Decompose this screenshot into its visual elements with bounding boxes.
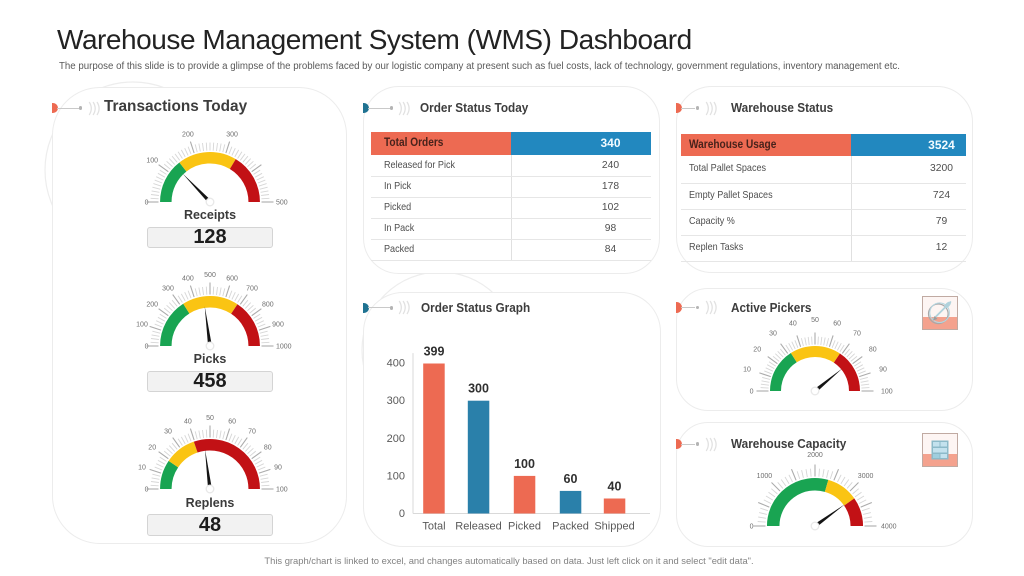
svg-text:60: 60 bbox=[228, 418, 236, 425]
svg-text:300: 300 bbox=[468, 382, 489, 396]
svg-text:100: 100 bbox=[136, 321, 148, 328]
svg-text:40: 40 bbox=[789, 320, 797, 327]
svg-text:4000: 4000 bbox=[881, 523, 897, 530]
svg-text:10: 10 bbox=[138, 464, 146, 471]
svg-text:1000: 1000 bbox=[757, 472, 773, 479]
svg-text:800: 800 bbox=[262, 301, 274, 308]
svg-text:Released: Released bbox=[455, 521, 501, 533]
svg-text:400: 400 bbox=[387, 358, 405, 370]
svg-text:100: 100 bbox=[276, 486, 288, 493]
svg-text:3000: 3000 bbox=[858, 472, 874, 479]
svg-text:10: 10 bbox=[743, 366, 751, 373]
svg-text:40: 40 bbox=[608, 480, 622, 494]
svg-text:500: 500 bbox=[276, 199, 288, 206]
svg-text:60: 60 bbox=[833, 320, 841, 327]
svg-text:200: 200 bbox=[387, 433, 405, 445]
svg-text:0: 0 bbox=[399, 508, 405, 520]
svg-text:80: 80 bbox=[264, 444, 272, 451]
svg-text:0: 0 bbox=[750, 388, 754, 395]
svg-text:60: 60 bbox=[564, 472, 578, 486]
svg-text:0: 0 bbox=[750, 523, 754, 530]
svg-text:100: 100 bbox=[146, 157, 158, 164]
svg-text:Shipped: Shipped bbox=[594, 521, 634, 533]
svg-text:500: 500 bbox=[204, 272, 216, 279]
svg-text:0: 0 bbox=[145, 199, 149, 206]
svg-text:100: 100 bbox=[881, 388, 893, 395]
svg-text:400: 400 bbox=[182, 275, 194, 282]
svg-text:50: 50 bbox=[811, 317, 819, 324]
svg-text:Packed: Packed bbox=[552, 521, 589, 533]
svg-text:200: 200 bbox=[182, 131, 194, 138]
svg-text:900: 900 bbox=[272, 321, 284, 328]
svg-text:700: 700 bbox=[246, 285, 258, 292]
svg-text:30: 30 bbox=[769, 331, 777, 338]
svg-text:Picked: Picked bbox=[508, 521, 541, 533]
svg-text:1000: 1000 bbox=[276, 343, 292, 350]
svg-text:100: 100 bbox=[387, 470, 405, 482]
svg-text:399: 399 bbox=[424, 345, 445, 359]
svg-text:90: 90 bbox=[274, 464, 282, 471]
svg-text:40: 40 bbox=[184, 418, 192, 425]
svg-text:200: 200 bbox=[146, 301, 158, 308]
svg-text:2000: 2000 bbox=[808, 451, 824, 458]
svg-text:100: 100 bbox=[514, 457, 535, 471]
svg-text:300: 300 bbox=[226, 131, 238, 138]
svg-text:70: 70 bbox=[248, 428, 256, 435]
svg-text:70: 70 bbox=[853, 331, 861, 338]
svg-text:20: 20 bbox=[148, 444, 156, 451]
svg-text:0: 0 bbox=[145, 486, 149, 493]
svg-text:300: 300 bbox=[387, 395, 405, 407]
svg-text:90: 90 bbox=[879, 366, 887, 373]
svg-text:600: 600 bbox=[226, 275, 238, 282]
svg-text:30: 30 bbox=[164, 428, 172, 435]
svg-text:300: 300 bbox=[162, 285, 174, 292]
svg-text:0: 0 bbox=[145, 343, 149, 350]
svg-text:Total: Total bbox=[422, 521, 445, 533]
svg-text:50: 50 bbox=[206, 415, 214, 422]
svg-text:80: 80 bbox=[869, 346, 877, 353]
svg-text:20: 20 bbox=[753, 346, 761, 353]
